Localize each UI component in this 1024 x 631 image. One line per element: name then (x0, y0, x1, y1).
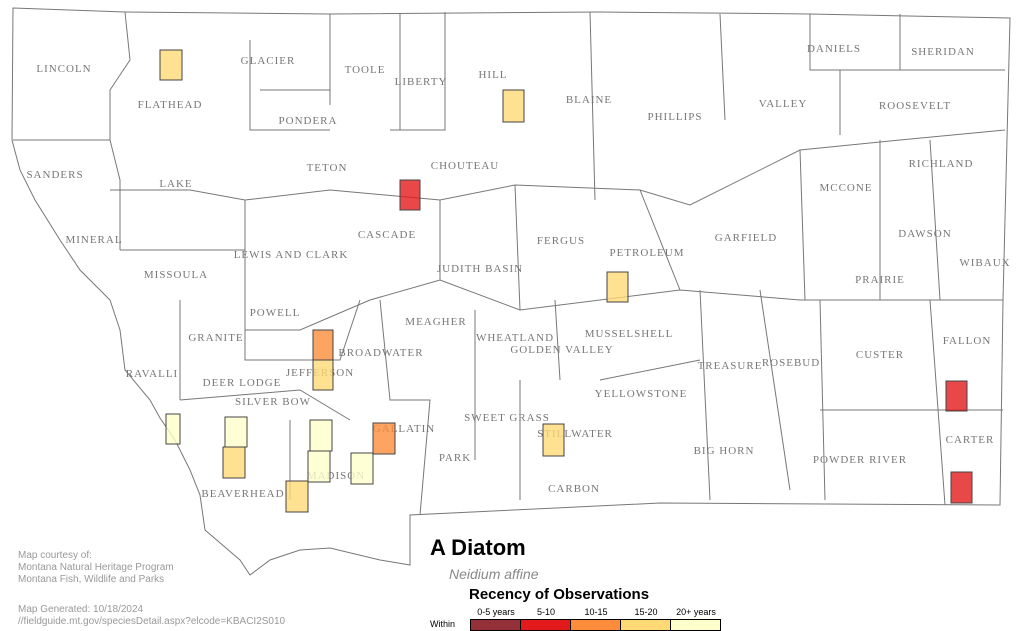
generated-info: Map Generated: 10/18/2024 //fieldguide.m… (18, 604, 285, 628)
legend-scale: 0-5 years 5-10 10-15 15-20 20+ years (470, 607, 721, 631)
county-label: MCCONE (819, 182, 872, 194)
county-label: JUDITH BASIN (437, 263, 523, 275)
county-label: WHEATLAND (476, 332, 554, 344)
county-label: MISSOULA (144, 269, 208, 281)
county-label: BROADWATER (338, 347, 423, 359)
legend-label: 10-15 (584, 607, 608, 617)
county-label: CARBON (548, 483, 600, 495)
observation-square[interactable] (159, 49, 183, 81)
county-label: FLATHEAD (138, 99, 203, 111)
county-label: TETON (307, 162, 348, 174)
county-label: CASCADE (358, 229, 416, 241)
credit-line: Montana Fish, Wildlife and Parks (18, 574, 165, 585)
county-label: MINERAL (65, 234, 122, 246)
county-label: TOOLE (345, 64, 386, 76)
county-label: SWEET GRASS (464, 412, 550, 424)
county-label: PARK (439, 452, 471, 464)
county-label: RICHLAND (909, 158, 974, 170)
county-label: BIG HORN (694, 445, 755, 457)
observation-square[interactable] (307, 450, 331, 483)
legend-class-5-10: 5-10 (520, 607, 571, 631)
source-url[interactable]: //fieldguide.mt.gov/speciesDetail.aspx?e… (18, 616, 286, 627)
observation-square[interactable] (350, 452, 374, 485)
observation-square[interactable] (165, 413, 181, 445)
county-label: GRANITE (188, 332, 243, 344)
credit-line: Map courtesy of: (18, 550, 92, 561)
county-label: LINCOLN (36, 63, 91, 75)
county-label: PETROLEUM (610, 247, 685, 259)
county-label: HILL (478, 69, 507, 81)
county-label: FERGUS (537, 235, 585, 247)
county-label: SHERIDAN (911, 46, 975, 58)
county-label: BEAVERHEAD (201, 488, 284, 500)
observation-square[interactable] (372, 422, 396, 455)
county-label: LIBERTY (395, 76, 448, 88)
county-label: DANIELS (807, 43, 861, 55)
observation-square[interactable] (399, 179, 421, 211)
observation-square[interactable] (502, 89, 525, 123)
legend-label: 0-5 years (477, 607, 515, 617)
legend-class-20-plus: 20+ years (670, 607, 721, 631)
county-label: VALLEY (759, 98, 808, 110)
observation-square[interactable] (950, 471, 973, 504)
state-outline (11, 7, 1011, 576)
observation-square[interactable] (285, 480, 309, 513)
county-label: PRAIRIE (855, 274, 905, 286)
observation-square[interactable] (945, 380, 968, 412)
legend-class-15-20: 15-20 (620, 607, 671, 631)
county-label: SANDERS (26, 169, 83, 181)
county-label: LEWIS AND CLARK (234, 249, 349, 261)
credits: Map courtesy of: Montana Natural Heritag… (18, 550, 174, 586)
generated-date: Map Generated: 10/18/2024 (18, 604, 144, 615)
county-label: LAKE (159, 178, 192, 190)
species-common-name: A Diatom (430, 535, 526, 560)
county-label: CUSTER (856, 349, 904, 361)
legend-class-0-5: 0-5 years (470, 607, 521, 631)
county-label: FALLON (943, 335, 992, 347)
observation-square[interactable] (224, 416, 248, 448)
county-label: CARTER (946, 434, 995, 446)
county-label: YELLOWSTONE (595, 388, 688, 400)
county-label: TREASURE (698, 360, 763, 372)
county-label: DAWSON (898, 228, 951, 240)
observation-square[interactable] (312, 329, 334, 361)
county-label: BLAINE (566, 94, 612, 106)
legend-within-label: Within (430, 619, 456, 629)
county-label: GLACIER (241, 55, 296, 67)
county-label: POWDER RIVER (813, 454, 907, 466)
county-label: PONDERA (279, 115, 338, 127)
county-label: POWELL (250, 307, 301, 319)
county-label: ROOSEVELT (879, 100, 951, 112)
county-label: SILVER BOW (235, 396, 311, 408)
county-label: ROSEBUD (762, 357, 820, 369)
county-label: GARFIELD (715, 232, 777, 244)
county-label: RAVALLI (126, 368, 178, 380)
credit-line: Montana Natural Heritage Program (18, 562, 174, 573)
observation-square[interactable] (312, 359, 334, 391)
legend-label: 5-10 (536, 607, 555, 617)
observation-square[interactable] (606, 271, 629, 303)
species-scientific-name: Neidium affine (449, 566, 539, 582)
county-label: DEER LODGE (203, 377, 282, 389)
legend-title: Recency of Observations (469, 586, 650, 603)
county-label: WIBAUX (959, 257, 1010, 269)
legend-label: 15-20 (634, 607, 658, 617)
observation-square[interactable] (222, 446, 246, 479)
county-label: PHILLIPS (647, 111, 702, 123)
county-label: CHOUTEAU (431, 160, 500, 172)
legend-label: 20+ years (676, 607, 716, 617)
legend-class-10-15: 10-15 (570, 607, 621, 631)
county-label: MEAGHER (405, 316, 466, 328)
observation-square[interactable] (542, 423, 565, 457)
observation-square[interactable] (309, 419, 333, 452)
county-label: GOLDEN VALLEY (510, 344, 613, 356)
county-label: MUSSELSHELL (585, 328, 674, 340)
